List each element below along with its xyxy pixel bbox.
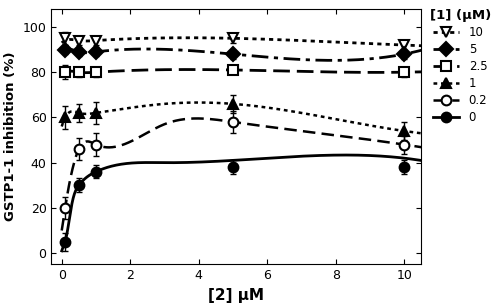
Y-axis label: GSTP1-1 inhibition (%): GSTP1-1 inhibition (%) — [4, 52, 17, 221]
Legend: 10, 5, 2.5, 1, 0.2, 0: 10, 5, 2.5, 1, 0.2, 0 — [425, 4, 496, 129]
X-axis label: [2] μM: [2] μM — [208, 288, 264, 303]
